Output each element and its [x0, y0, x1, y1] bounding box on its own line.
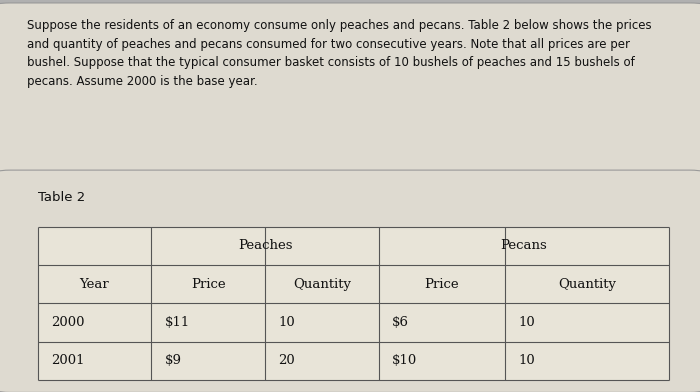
Text: Price: Price	[424, 278, 459, 290]
Text: $11: $11	[165, 316, 190, 329]
Text: Price: Price	[191, 278, 225, 290]
Text: 10: 10	[519, 316, 536, 329]
Bar	[38, 227, 669, 380]
Text: $6: $6	[392, 316, 410, 329]
Text: 10: 10	[519, 354, 536, 367]
Text: Table 2: Table 2	[38, 191, 85, 204]
Text: 10: 10	[279, 316, 295, 329]
Text: Quantity: Quantity	[293, 278, 351, 290]
FancyBboxPatch shape	[0, 3, 700, 175]
FancyBboxPatch shape	[0, 170, 700, 392]
Text: Year: Year	[80, 278, 109, 290]
Text: Suppose the residents of an economy consume only peaches and pecans. Table 2 bel: Suppose the residents of an economy cons…	[27, 19, 652, 88]
Text: 2001: 2001	[51, 354, 85, 367]
Text: $10: $10	[392, 354, 417, 367]
Text: Quantity: Quantity	[558, 278, 616, 290]
Text: $9: $9	[165, 354, 182, 367]
Text: 20: 20	[279, 354, 295, 367]
Text: 2000: 2000	[51, 316, 85, 329]
Text: Pecans: Pecans	[500, 240, 547, 252]
Text: Peaches: Peaches	[238, 240, 292, 252]
